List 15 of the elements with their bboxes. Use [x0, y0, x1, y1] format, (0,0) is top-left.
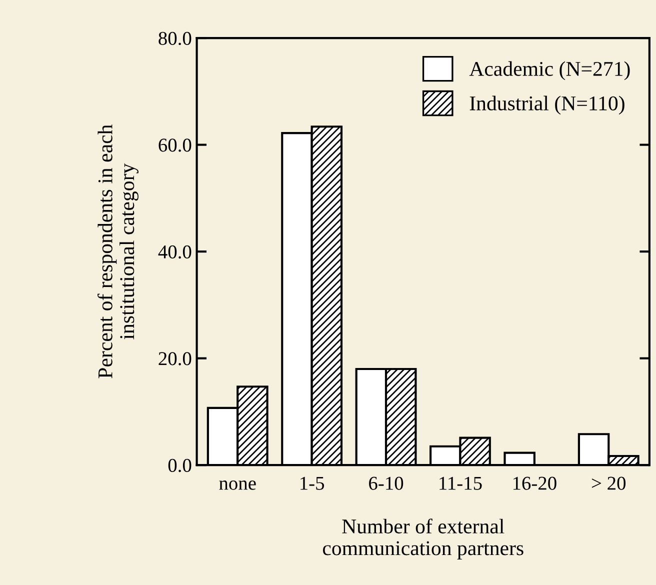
legend-label: Industrial (N=110): [470, 96, 624, 115]
x-tick-label: none: [219, 480, 256, 490]
y-axis-title: Percent of respondents in each institutional category: [98, 124, 138, 378]
y-tick-label: 0.0: [168, 458, 192, 472]
x-tick-label: 1-5: [300, 476, 324, 490]
y-tick-label: 40.0: [158, 245, 192, 259]
x-tick-label: 11-15: [440, 476, 482, 490]
x-tick-label: > 20: [592, 476, 626, 490]
x-tick-label: 6-10: [369, 476, 404, 490]
x-tick-label: 16-20: [513, 476, 556, 490]
x-axis-title: Number of external communication partners: [322, 518, 524, 560]
y-tick-label: 20.0: [158, 352, 192, 366]
y-tick-label: 60.0: [158, 138, 192, 152]
legend-label: Academic (N=271): [469, 61, 630, 80]
y-tick-label: 80.0: [158, 32, 192, 46]
